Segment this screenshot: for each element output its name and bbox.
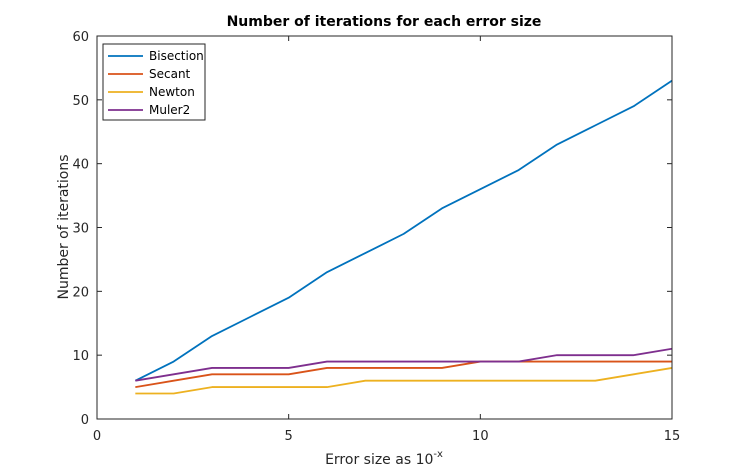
- legend-label-newton: Newton: [149, 85, 195, 99]
- legend-label-bisection: Bisection: [149, 49, 204, 63]
- x-tick-label: 5: [285, 429, 293, 444]
- y-tick-label: 20: [72, 285, 89, 300]
- series-line-muler2: [135, 347, 673, 382]
- y-tick-label: 50: [72, 94, 89, 109]
- legend: Bisection Secant Newton Muler2: [102, 43, 206, 121]
- x-axis-label: Error size as 10-x: [325, 449, 443, 468]
- tick-labels: 0 5 10 15 0 10 20 30 40 50 60: [72, 30, 680, 444]
- series-line-bisection: [134, 79, 673, 382]
- y-axis-label: Number of iterations: [56, 154, 72, 299]
- y-tick-label: 60: [72, 30, 89, 45]
- x-tick-label: 15: [664, 429, 681, 444]
- legend-label-secant: Secant: [149, 67, 191, 81]
- x-axis-label-base: Error size as 10: [325, 452, 433, 468]
- y-tick-label: 30: [72, 222, 89, 237]
- chart-title: Number of iterations for each error size: [227, 14, 542, 30]
- y-tick-label: 0: [81, 413, 89, 428]
- y-tick-label: 40: [72, 158, 89, 173]
- series-line-newton: [135, 367, 673, 395]
- legend-label-muler2: Muler2: [149, 103, 190, 117]
- x-tick-label: 0: [93, 429, 101, 444]
- plot-box: [96, 35, 673, 420]
- series-line-secant: [135, 360, 672, 388]
- x-axis-label-sup: -x: [433, 449, 443, 460]
- series-lines: [134, 79, 673, 395]
- x-tick-label: 10: [472, 429, 489, 444]
- y-tick-label: 10: [72, 349, 89, 364]
